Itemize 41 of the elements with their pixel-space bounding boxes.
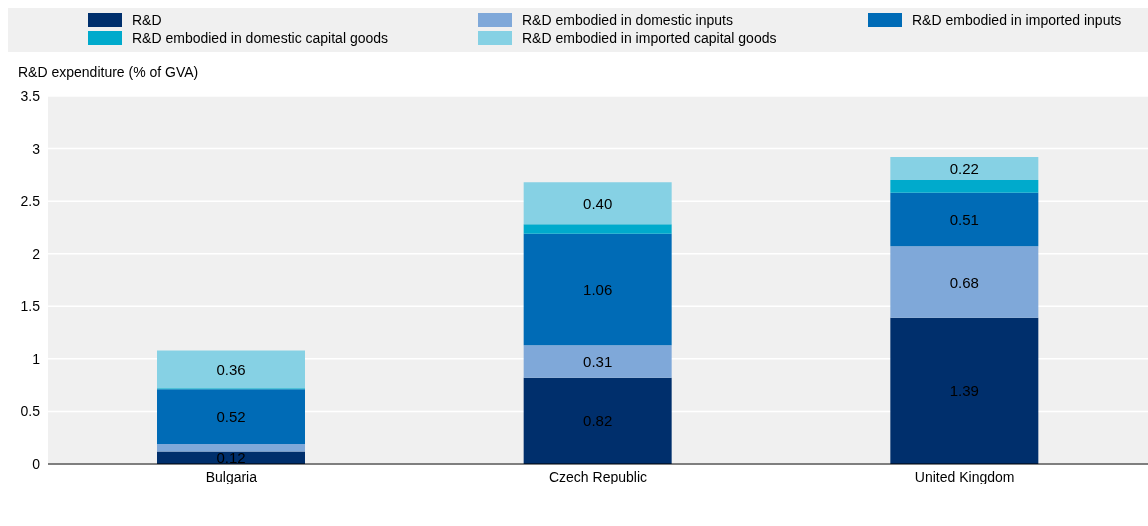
data-label: 0.31 bbox=[583, 352, 613, 370]
legend-label: R&D embodied in domestic inputs bbox=[522, 12, 733, 28]
x-tick-label: United Kingdom bbox=[914, 468, 1015, 485]
y-tick-label: 1.5 bbox=[20, 298, 41, 315]
y-tick-label: 0.5 bbox=[20, 403, 41, 420]
data-label: 0.51 bbox=[949, 211, 979, 229]
bar bbox=[890, 180, 1039, 193]
y-tick-label: 0 bbox=[32, 455, 41, 472]
data-label: 0.40 bbox=[583, 194, 613, 212]
legend-label: R&D embodied in domestic capital goods bbox=[132, 30, 389, 46]
bar bbox=[523, 182, 672, 225]
y-tick-label: 2 bbox=[32, 245, 41, 262]
data-label: 0.52 bbox=[216, 408, 246, 426]
bar bbox=[890, 156, 1039, 181]
data-label: 0.12 bbox=[216, 449, 246, 467]
legend-label: R&D embodied in imported inputs bbox=[912, 12, 1122, 28]
bar bbox=[157, 389, 305, 445]
data-label: 1.06 bbox=[583, 280, 613, 298]
x-tick-label: Bulgaria bbox=[205, 468, 258, 485]
bar bbox=[523, 233, 672, 346]
bar bbox=[157, 350, 305, 389]
bar bbox=[890, 192, 1039, 247]
bar bbox=[523, 224, 672, 234]
y-tick-label: 3.5 bbox=[20, 87, 41, 104]
bar bbox=[523, 377, 672, 464]
legend-label: R&D embodied in imported capital goods bbox=[522, 30, 777, 46]
y-tick-label: 1 bbox=[32, 350, 41, 367]
data-label: 0.36 bbox=[216, 360, 246, 378]
x-tick-label: Czech Republic bbox=[548, 468, 648, 485]
bar bbox=[890, 317, 1039, 464]
y-tick-label: 3 bbox=[32, 140, 41, 157]
data-label: 0.22 bbox=[949, 160, 979, 178]
bar bbox=[890, 246, 1039, 318]
bar bbox=[523, 345, 672, 378]
data-label: 0.68 bbox=[949, 273, 979, 291]
data-label: 0.82 bbox=[583, 412, 613, 430]
y-tick-label: 2.5 bbox=[20, 193, 41, 210]
y-axis-title: R&D expenditure (% of GVA) bbox=[18, 64, 200, 80]
legend-label: R&D bbox=[132, 12, 162, 28]
data-label: 1.39 bbox=[949, 382, 979, 400]
bar bbox=[157, 444, 305, 452]
